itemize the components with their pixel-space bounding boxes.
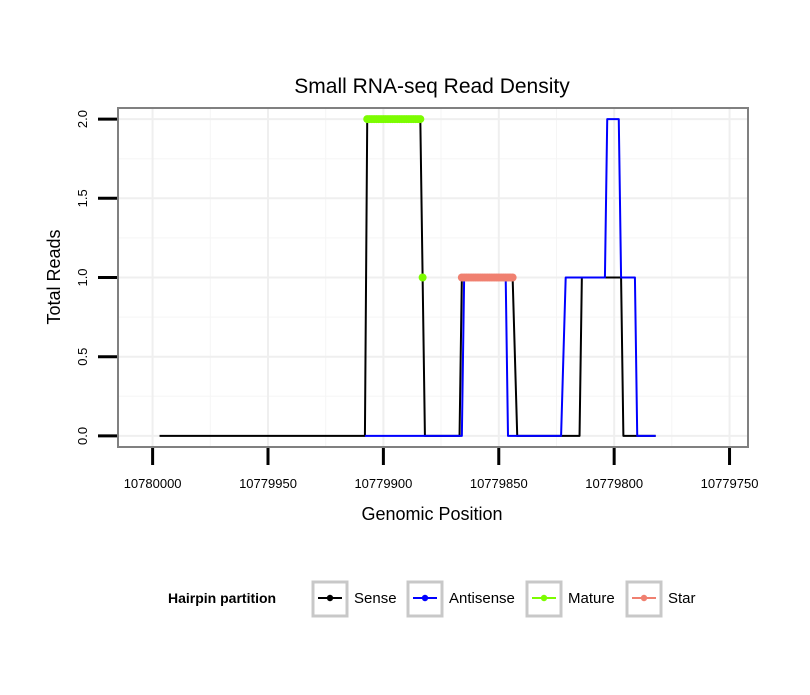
chart-title: Small RNA-seq Read Density: [294, 75, 570, 98]
x-axis: 10780000 10779950 10779900 10779850 10779800…: [124, 448, 759, 491]
y-tick-label: 1.0: [75, 268, 90, 286]
legend-key-mature-point: [540, 594, 548, 602]
series-points: [363, 115, 517, 282]
data-point-star: [508, 273, 517, 282]
x-tick-label: 10780000: [124, 476, 182, 491]
legend-label-sense: Sense: [354, 590, 397, 607]
y-axis: 0.0 0.5 1.0 1.5 2.0: [75, 110, 117, 445]
plot-panel-border: [117, 107, 749, 448]
legend-title: Hairpin partition: [168, 590, 276, 606]
x-tick-label: 10779750: [701, 476, 759, 491]
legend: Hairpin partition Sense Antisense Mature…: [168, 580, 696, 618]
y-tick-label: 1.5: [75, 189, 90, 207]
y-tick-label: 0.5: [75, 348, 90, 366]
y-axis-label: Total Reads: [44, 229, 64, 324]
legend-entry-mature: Mature: [525, 580, 615, 618]
legend-key-antisense-point: [421, 594, 429, 602]
x-axis-label: Genomic Position: [361, 504, 502, 524]
legend-entry-star: Star: [625, 580, 696, 618]
legend-label-antisense: Antisense: [449, 590, 515, 607]
data-point-mature: [418, 273, 427, 282]
legend-key-sense-point: [326, 594, 334, 602]
legend-label-mature: Mature: [568, 590, 615, 607]
legend-label-star: Star: [668, 590, 696, 607]
grid-lines: [118, 108, 748, 447]
x-tick-label: 10779900: [354, 476, 412, 491]
x-tick-label: 10779850: [470, 476, 528, 491]
x-tick-label: 10779800: [585, 476, 643, 491]
x-tick-label: 10779950: [239, 476, 297, 491]
y-tick-label: 0.0: [75, 427, 90, 445]
y-tick-label: 2.0: [75, 110, 90, 128]
legend-key-star-point: [640, 594, 648, 602]
data-point-mature: [416, 115, 425, 124]
legend-entry-sense: Sense: [311, 580, 397, 618]
legend-entry-antisense: Antisense: [406, 580, 515, 618]
